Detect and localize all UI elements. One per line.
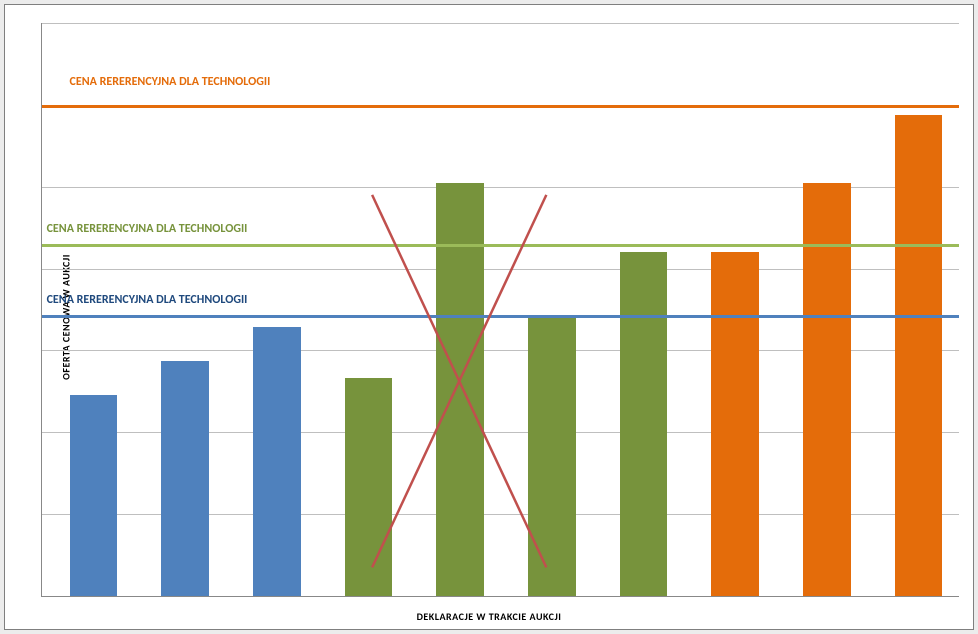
chart-frame: OFERTA CENOWA W AUKCJI DEKLARACJE W TRAK…	[4, 4, 974, 630]
x-axis-label: DEKLARACJE W TRAKCIE AUKCJI	[5, 610, 973, 623]
cross-out-icon	[42, 23, 959, 596]
plot-area: CENA RERERENCYJNA DLA TECHNOLOGIICENA RE…	[41, 23, 959, 597]
